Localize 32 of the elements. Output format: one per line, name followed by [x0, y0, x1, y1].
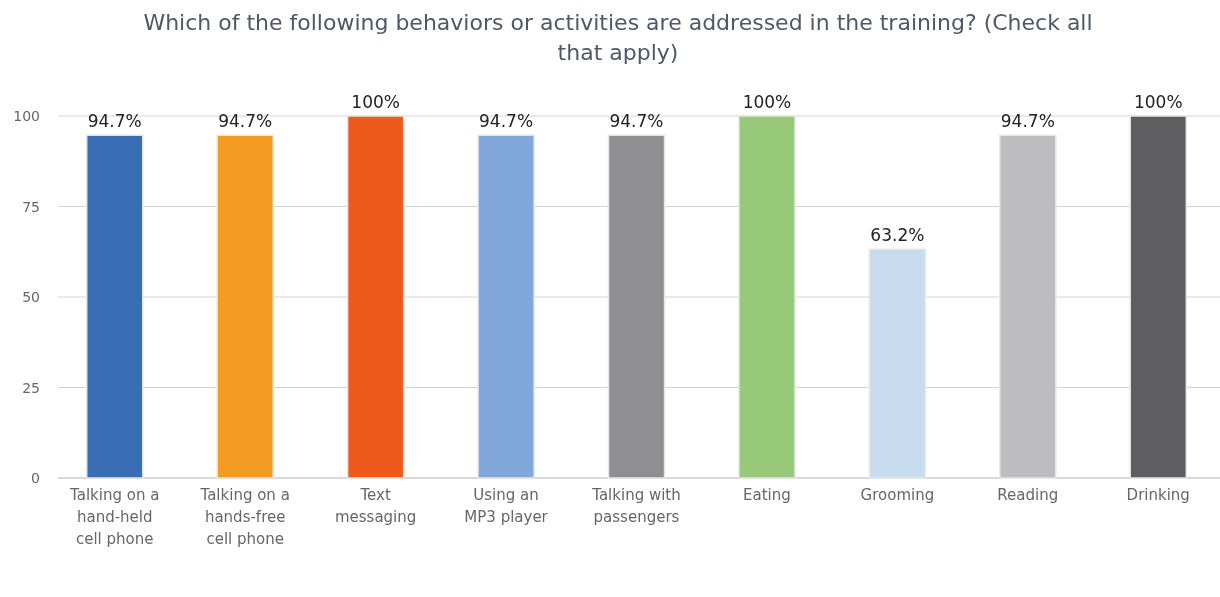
data-label: 94.7% [609, 111, 664, 132]
data-label: 94.7% [1000, 111, 1055, 132]
x-tick-label: Talking with passengers [591, 486, 681, 526]
x-tick-label: Text messaging [334, 486, 417, 526]
x-tick-label: Drinking [1126, 486, 1190, 504]
x-tick-label: Talking on a hands-free cell phone [199, 486, 290, 548]
data-label: 94.7% [479, 111, 534, 132]
data-label: 100% [351, 92, 400, 112]
bar [868, 248, 927, 479]
chart-title: Which of the following behaviors or activities are addressed in the training? (Check all that apply) [143, 10, 1093, 65]
x-tick-label: Eating [743, 486, 791, 504]
bar [477, 134, 535, 479]
data-label: 94.7% [87, 111, 142, 132]
y-tick-label: 0 [31, 470, 40, 486]
x-tick-label: Talking on a hand-held cell phone [69, 486, 160, 548]
bar [1129, 115, 1188, 479]
bar [346, 115, 405, 479]
bar [216, 134, 274, 479]
x-tick-label: Reading [997, 486, 1059, 504]
bar [85, 134, 144, 479]
y-tick-label: 75 [22, 198, 40, 215]
y-tick-label: 25 [22, 379, 40, 396]
x-tick-label: Grooming [860, 486, 935, 504]
bar [738, 115, 796, 479]
y-tick-label: 50 [22, 289, 40, 305]
y-tick-label: 100 [13, 108, 40, 124]
data-label: 100% [1133, 92, 1183, 112]
data-label: 63.2% [870, 225, 925, 246]
x-tick-label: Using an MP3 player [464, 486, 549, 526]
data-label: 100% [742, 92, 792, 112]
data-label: 94.7% [218, 111, 273, 132]
bar [607, 134, 666, 479]
